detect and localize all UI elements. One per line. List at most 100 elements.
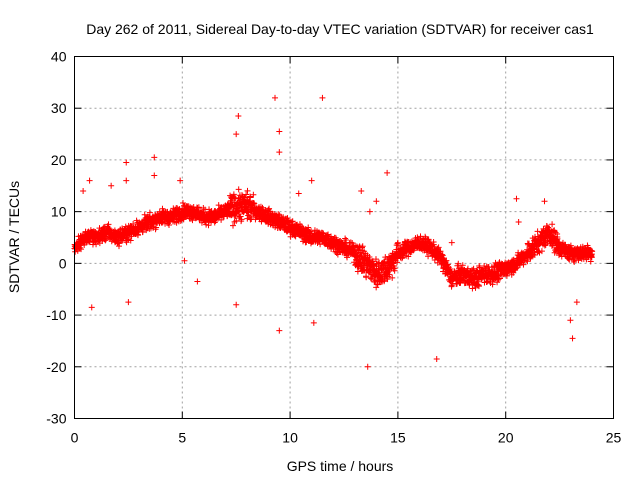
data-point — [425, 236, 432, 243]
data-point — [288, 218, 295, 225]
plot-frame — [74, 56, 614, 419]
data-point — [250, 200, 257, 207]
y-tick-label: 30 — [51, 100, 67, 116]
data-point — [200, 209, 207, 216]
data-point — [364, 363, 371, 370]
data-point — [541, 242, 548, 249]
data-point — [386, 271, 393, 278]
data-point — [573, 299, 580, 306]
data-point — [275, 211, 282, 218]
y-axis-label: SDTVAR / TECUs — [6, 181, 22, 293]
data-point — [86, 177, 93, 184]
data-point — [343, 237, 350, 244]
data-point — [247, 216, 254, 223]
data-point — [237, 213, 244, 220]
data-point — [447, 265, 454, 272]
data-point — [244, 187, 251, 194]
data-point — [513, 195, 520, 202]
data-point — [108, 182, 115, 189]
data-point — [243, 191, 250, 198]
data-point — [218, 216, 225, 223]
data-point — [455, 260, 462, 267]
data-point — [569, 335, 576, 342]
data-point — [238, 216, 245, 223]
data-point — [489, 281, 496, 288]
y-tick-label: 0 — [59, 255, 67, 271]
data-point — [391, 265, 398, 272]
data-point — [123, 159, 130, 166]
data-point — [381, 277, 388, 284]
data-point — [241, 200, 248, 207]
data-point — [359, 243, 366, 250]
data-point — [527, 254, 534, 261]
data-point — [373, 284, 380, 291]
data-point — [205, 222, 212, 229]
data-point — [531, 252, 538, 259]
data-point — [151, 172, 158, 179]
data-point — [235, 112, 242, 119]
data-point — [405, 253, 412, 260]
y-tick-label: 40 — [51, 49, 67, 65]
data-point — [389, 274, 396, 281]
data-point — [102, 237, 109, 244]
data-point — [448, 239, 455, 246]
y-tick-label: 10 — [51, 204, 67, 220]
data-point — [497, 275, 504, 282]
x-tick-label: 25 — [606, 430, 622, 446]
data-point — [146, 209, 153, 216]
data-point — [538, 248, 545, 255]
data-point — [469, 285, 476, 292]
data-point — [369, 258, 376, 265]
data-point — [372, 256, 379, 263]
data-point — [520, 261, 527, 268]
tick-labels: 0 5 10 15 20 25 -30 -20 -10 0 10 20 30 40 — [46, 49, 621, 446]
data-point — [541, 198, 548, 205]
data-point — [439, 251, 446, 258]
data-point — [483, 278, 490, 285]
data-point — [250, 191, 257, 198]
data-point — [233, 131, 240, 138]
data-point — [276, 327, 283, 334]
data-point — [194, 204, 201, 211]
data-point — [247, 194, 254, 201]
y-tick-label: -30 — [46, 411, 66, 427]
x-tick-label: 20 — [498, 430, 514, 446]
data-point — [276, 149, 283, 156]
data-point — [433, 356, 440, 363]
x-tick-label: 10 — [282, 430, 298, 446]
data-point — [439, 252, 446, 259]
data-point — [567, 317, 574, 324]
data-point — [459, 262, 466, 269]
data-point — [347, 239, 354, 246]
data-point — [380, 258, 387, 265]
data-point — [430, 241, 437, 248]
data-point — [166, 221, 173, 228]
data-point — [310, 319, 317, 326]
data-point — [566, 256, 573, 263]
data-point — [549, 221, 556, 228]
data-point — [272, 94, 279, 101]
data-point — [88, 304, 95, 311]
y-tick-label: -20 — [46, 359, 66, 375]
data-point — [571, 258, 578, 265]
data-point — [476, 263, 483, 270]
axis-ticks — [74, 56, 614, 419]
data-point — [233, 301, 240, 308]
data-point — [78, 246, 85, 253]
data-point — [319, 94, 326, 101]
data-point — [195, 204, 202, 211]
data-points — [71, 94, 596, 370]
x-tick-label: 15 — [390, 430, 406, 446]
data-point — [235, 186, 242, 193]
x-tick-label: 0 — [71, 430, 79, 446]
data-point — [125, 299, 132, 306]
data-point — [80, 187, 87, 194]
data-point — [123, 177, 130, 184]
data-point — [194, 278, 201, 285]
data-point — [372, 277, 379, 284]
data-point — [394, 259, 401, 266]
data-point — [366, 208, 373, 215]
data-point — [134, 232, 141, 239]
data-point — [374, 281, 381, 288]
